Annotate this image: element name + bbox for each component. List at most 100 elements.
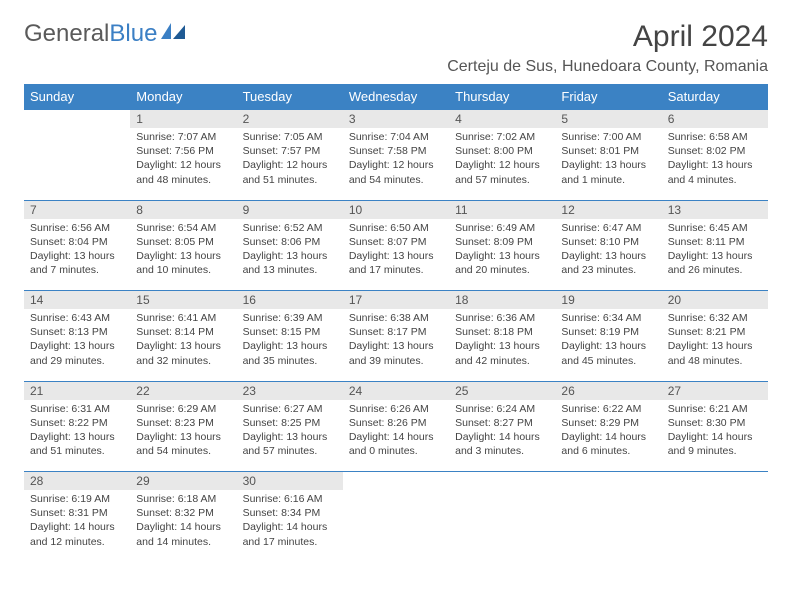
sunrise-text: Sunrise: 6:50 AM — [349, 221, 443, 235]
logo-text-1: General — [24, 20, 109, 48]
day-cell — [343, 490, 449, 562]
day-number: 10 — [343, 200, 449, 219]
daylight-text-1: Daylight: 13 hours — [243, 430, 337, 444]
sunset-text: Sunset: 8:18 PM — [455, 325, 549, 339]
day-number: 14 — [24, 291, 130, 310]
sunset-text: Sunset: 8:09 PM — [455, 235, 549, 249]
day-number: 2 — [237, 110, 343, 129]
day-number — [449, 472, 555, 491]
day-number — [555, 472, 661, 491]
sunset-text: Sunset: 8:22 PM — [30, 416, 124, 430]
weekday-header: Thursday — [449, 84, 555, 110]
day-cell — [662, 490, 768, 562]
daylight-text-1: Daylight: 14 hours — [455, 430, 549, 444]
weekday-header: Wednesday — [343, 84, 449, 110]
sunrise-text: Sunrise: 6:19 AM — [30, 492, 124, 506]
sunrise-text: Sunrise: 6:36 AM — [455, 311, 549, 325]
daylight-text-1: Daylight: 12 hours — [349, 158, 443, 172]
day-number: 13 — [662, 200, 768, 219]
day-cell: Sunrise: 6:49 AMSunset: 8:09 PMDaylight:… — [449, 219, 555, 291]
daylight-text-1: Daylight: 13 hours — [136, 339, 230, 353]
day-cell: Sunrise: 7:04 AMSunset: 7:58 PMDaylight:… — [343, 128, 449, 200]
day-cell: Sunrise: 7:00 AMSunset: 8:01 PMDaylight:… — [555, 128, 661, 200]
daylight-text-2: and 12 minutes. — [30, 535, 124, 549]
day-cell: Sunrise: 6:32 AMSunset: 8:21 PMDaylight:… — [662, 309, 768, 381]
sunset-text: Sunset: 8:15 PM — [243, 325, 337, 339]
day-cell: Sunrise: 6:58 AMSunset: 8:02 PMDaylight:… — [662, 128, 768, 200]
daylight-text-2: and 26 minutes. — [668, 263, 762, 277]
sunrise-text: Sunrise: 6:22 AM — [561, 402, 655, 416]
sunset-text: Sunset: 8:32 PM — [136, 506, 230, 520]
content-row: Sunrise: 6:31 AMSunset: 8:22 PMDaylight:… — [24, 400, 768, 472]
sunset-text: Sunset: 8:01 PM — [561, 144, 655, 158]
daylight-text-1: Daylight: 13 hours — [668, 249, 762, 263]
sunset-text: Sunset: 8:26 PM — [349, 416, 443, 430]
day-cell: Sunrise: 6:16 AMSunset: 8:34 PMDaylight:… — [237, 490, 343, 562]
weekday-header: Tuesday — [237, 84, 343, 110]
sunset-text: Sunset: 8:04 PM — [30, 235, 124, 249]
sunset-text: Sunset: 8:00 PM — [455, 144, 549, 158]
logo: GeneralBlue — [24, 20, 187, 48]
sunset-text: Sunset: 8:10 PM — [561, 235, 655, 249]
weekday-header: Sunday — [24, 84, 130, 110]
day-number: 7 — [24, 200, 130, 219]
daylight-text-2: and 17 minutes. — [349, 263, 443, 277]
daylight-text-1: Daylight: 12 hours — [455, 158, 549, 172]
day-cell: Sunrise: 6:31 AMSunset: 8:22 PMDaylight:… — [24, 400, 130, 472]
daylight-text-1: Daylight: 13 hours — [668, 158, 762, 172]
day-number: 23 — [237, 381, 343, 400]
daylight-text-2: and 20 minutes. — [455, 263, 549, 277]
sunset-text: Sunset: 8:17 PM — [349, 325, 443, 339]
sunset-text: Sunset: 8:25 PM — [243, 416, 337, 430]
sunrise-text: Sunrise: 6:34 AM — [561, 311, 655, 325]
daylight-text-1: Daylight: 13 hours — [30, 339, 124, 353]
day-number: 12 — [555, 200, 661, 219]
daylight-text-1: Daylight: 13 hours — [561, 249, 655, 263]
day-cell: Sunrise: 6:36 AMSunset: 8:18 PMDaylight:… — [449, 309, 555, 381]
day-number: 6 — [662, 110, 768, 129]
sunset-text: Sunset: 8:19 PM — [561, 325, 655, 339]
daylight-text-1: Daylight: 12 hours — [136, 158, 230, 172]
sunset-text: Sunset: 8:14 PM — [136, 325, 230, 339]
day-number: 9 — [237, 200, 343, 219]
day-cell: Sunrise: 6:52 AMSunset: 8:06 PMDaylight:… — [237, 219, 343, 291]
daylight-text-2: and 0 minutes. — [349, 444, 443, 458]
day-number: 24 — [343, 381, 449, 400]
daylight-text-2: and 54 minutes. — [349, 173, 443, 187]
sunset-text: Sunset: 8:07 PM — [349, 235, 443, 249]
sunrise-text: Sunrise: 6:45 AM — [668, 221, 762, 235]
day-cell: Sunrise: 6:24 AMSunset: 8:27 PMDaylight:… — [449, 400, 555, 472]
daylight-text-1: Daylight: 14 hours — [349, 430, 443, 444]
day-number: 8 — [130, 200, 236, 219]
sunset-text: Sunset: 8:27 PM — [455, 416, 549, 430]
day-number: 17 — [343, 291, 449, 310]
daylight-text-2: and 48 minutes. — [136, 173, 230, 187]
weekday-header: Friday — [555, 84, 661, 110]
logo-text-2: Blue — [109, 20, 157, 48]
day-cell: Sunrise: 6:27 AMSunset: 8:25 PMDaylight:… — [237, 400, 343, 472]
daylight-text-2: and 6 minutes. — [561, 444, 655, 458]
sunrise-text: Sunrise: 6:39 AM — [243, 311, 337, 325]
day-cell: Sunrise: 6:26 AMSunset: 8:26 PMDaylight:… — [343, 400, 449, 472]
sunrise-text: Sunrise: 7:05 AM — [243, 130, 337, 144]
daynum-row: 282930 — [24, 472, 768, 491]
sunrise-text: Sunrise: 6:41 AM — [136, 311, 230, 325]
daylight-text-2: and 17 minutes. — [243, 535, 337, 549]
sunrise-text: Sunrise: 6:24 AM — [455, 402, 549, 416]
daylight-text-1: Daylight: 13 hours — [30, 249, 124, 263]
logo-sail-icon — [161, 20, 187, 48]
day-cell: Sunrise: 6:18 AMSunset: 8:32 PMDaylight:… — [130, 490, 236, 562]
daylight-text-2: and 51 minutes. — [243, 173, 337, 187]
daylight-text-2: and 32 minutes. — [136, 354, 230, 368]
daylight-text-2: and 51 minutes. — [30, 444, 124, 458]
sunrise-text: Sunrise: 6:47 AM — [561, 221, 655, 235]
month-title: April 2024 — [447, 20, 768, 54]
sunset-text: Sunset: 8:31 PM — [30, 506, 124, 520]
day-number: 21 — [24, 381, 130, 400]
day-number: 20 — [662, 291, 768, 310]
day-number: 4 — [449, 110, 555, 129]
sunset-text: Sunset: 8:05 PM — [136, 235, 230, 249]
day-number: 3 — [343, 110, 449, 129]
day-cell — [555, 490, 661, 562]
sunrise-text: Sunrise: 6:49 AM — [455, 221, 549, 235]
